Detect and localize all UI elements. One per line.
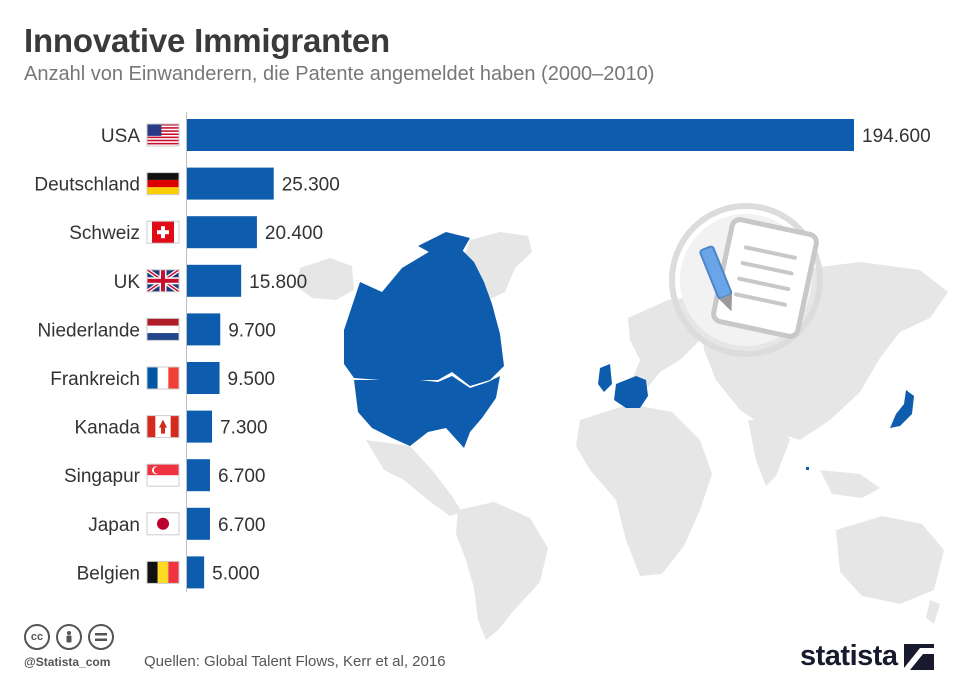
category-label: Japan — [88, 515, 140, 536]
flag-france-icon — [146, 366, 180, 390]
category-label: Niederlande — [38, 320, 140, 341]
statista-logo-text: statista — [800, 640, 898, 672]
cc-icon: cc — [24, 624, 50, 650]
flag-germany-icon — [146, 172, 180, 196]
category-label: Frankreich — [50, 369, 140, 390]
map-se-asia — [820, 470, 880, 498]
data-label: 5.000 — [212, 563, 260, 584]
bar — [187, 459, 210, 492]
chart-subtitle: Anzahl von Einwanderern, die Patente ang… — [24, 63, 655, 85]
map-japan — [890, 390, 914, 428]
map-usa — [354, 376, 500, 448]
category-label: Singapur — [64, 466, 141, 487]
category-label: Deutschland — [34, 175, 140, 196]
map-new-zealand — [926, 600, 940, 624]
equal-icon — [88, 624, 114, 650]
map-west-europe — [614, 376, 648, 408]
map-canada-arctic — [418, 232, 470, 258]
data-label: 15.800 — [249, 272, 307, 293]
footer-source: Quellen: Global Talent Flows, Kerr et al… — [144, 653, 446, 670]
map-singapore — [806, 467, 809, 470]
flag-switzerland-icon — [146, 220, 180, 244]
category-label: UK — [114, 272, 141, 293]
license-icons: cc — [24, 624, 114, 650]
statista-logo: statista — [800, 640, 934, 673]
statista-logo-mark-icon — [903, 643, 934, 670]
bar — [187, 119, 854, 151]
bar — [187, 264, 242, 297]
bar — [187, 507, 210, 540]
chart-title: Innovative Immigranten — [24, 22, 391, 59]
data-label: 9.700 — [228, 320, 276, 341]
map-central-america — [366, 440, 462, 516]
map-africa — [576, 404, 712, 576]
data-label: 6.700 — [218, 515, 266, 536]
category-label: USA — [101, 126, 140, 147]
category-label: Schweiz — [69, 223, 140, 244]
flag-usa-icon — [146, 123, 180, 147]
map-europe — [628, 296, 712, 392]
map-australia — [836, 516, 944, 604]
map-south-america — [456, 502, 548, 640]
data-label: 7.300 — [220, 418, 268, 439]
data-label: 194.600 — [862, 126, 931, 147]
bar — [187, 167, 274, 200]
flag-uk-icon — [145, 268, 181, 294]
flag-singapore-icon — [146, 463, 180, 487]
map-alaska — [296, 258, 354, 300]
data-label: 6.700 — [218, 466, 266, 487]
data-label: 20.400 — [265, 223, 323, 244]
bar — [187, 410, 213, 443]
data-label: 25.300 — [282, 175, 340, 196]
bar — [187, 362, 220, 394]
data-label: 9.500 — [228, 369, 276, 390]
patent-document-icon — [669, 203, 823, 357]
category-label: Belgien — [77, 563, 140, 584]
flag-japan-icon — [146, 512, 180, 536]
footer-handle: @Statista_com — [24, 655, 111, 669]
bar — [187, 216, 257, 249]
flag-netherlands-icon — [146, 317, 180, 341]
flag-canada-icon — [146, 415, 180, 439]
map-canada — [344, 246, 504, 386]
bar — [187, 313, 221, 346]
map-uk — [598, 364, 612, 392]
attribution-icon — [56, 624, 82, 650]
category-label: Kanada — [74, 418, 140, 439]
flag-belgium-icon — [146, 560, 180, 584]
bar — [187, 556, 205, 589]
map-india — [748, 420, 790, 486]
